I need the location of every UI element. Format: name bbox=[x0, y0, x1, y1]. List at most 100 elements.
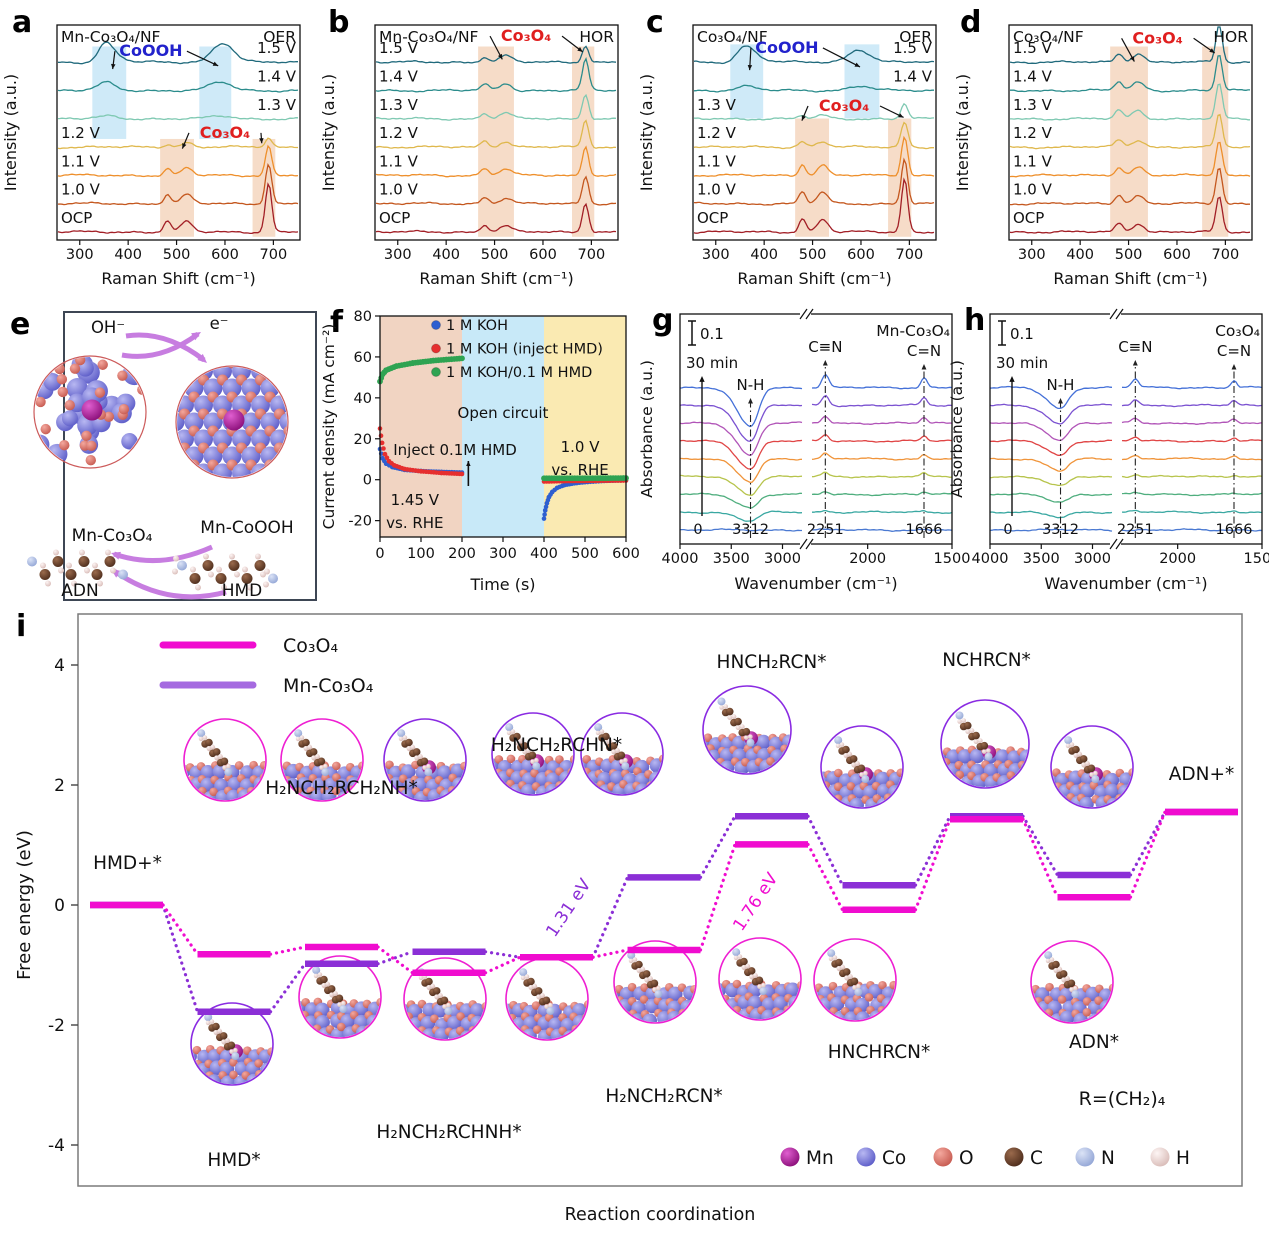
atom-H bbox=[233, 1048, 238, 1053]
atom-Co bbox=[756, 734, 771, 750]
atom-H bbox=[442, 1004, 447, 1009]
atom-Co bbox=[213, 367, 232, 381]
arrow-head bbox=[748, 398, 753, 404]
atom-O bbox=[583, 780, 592, 790]
atom-O bbox=[1128, 793, 1132, 803]
atom-Co bbox=[785, 982, 800, 998]
region-label: vs. RHE bbox=[551, 461, 608, 479]
atom-O bbox=[209, 787, 218, 797]
atom-N bbox=[505, 723, 514, 732]
annotation-arrow bbox=[822, 47, 861, 68]
atom-O bbox=[1094, 996, 1103, 1005]
x-tick-label: 2000 bbox=[849, 551, 886, 567]
panel-title: Co₃O₄/NF bbox=[697, 28, 768, 46]
atom-H bbox=[973, 739, 979, 744]
atom-O bbox=[507, 1025, 516, 1035]
plot-border bbox=[692, 24, 937, 241]
raman-curve-1.3 V bbox=[1010, 83, 1250, 121]
atom-O bbox=[581, 1026, 587, 1035]
atom-H bbox=[418, 975, 424, 981]
y-axis-label: Intensity (a.u.) bbox=[319, 74, 338, 191]
energy-connector bbox=[376, 950, 415, 966]
schematic-panel-e: OH⁻ e⁻ Mn-Co₃O₄ Mn-CoOOH ADN HMD bbox=[27, 311, 317, 601]
atom-O bbox=[582, 754, 592, 764]
atom-C bbox=[215, 573, 227, 584]
y-tick-label: 4 bbox=[54, 656, 65, 676]
condition-label: OER bbox=[899, 28, 932, 46]
molecule-inset bbox=[613, 940, 697, 1024]
atom-O bbox=[658, 769, 662, 779]
time-start-label: 0 bbox=[693, 522, 702, 538]
atom-O bbox=[283, 459, 287, 471]
atom-H bbox=[969, 728, 975, 733]
species-annotation: CoOOH bbox=[119, 41, 182, 60]
atom-C bbox=[963, 721, 972, 730]
atom-O bbox=[1052, 794, 1061, 803]
atom-H bbox=[311, 755, 316, 760]
atom-H bbox=[398, 736, 404, 742]
atom-H bbox=[226, 764, 231, 769]
ftir-curve-3 bbox=[989, 474, 1263, 487]
atom-C bbox=[849, 755, 858, 763]
x-axis-label: Wavenumber (cm⁻¹) bbox=[1044, 574, 1207, 593]
atom-C bbox=[440, 996, 449, 1005]
legend-label: 1 M KOH/0.1 M HMD bbox=[446, 365, 592, 381]
atom-H bbox=[748, 734, 753, 739]
arrow-head bbox=[801, 115, 806, 121]
atom-O bbox=[1033, 1008, 1042, 1018]
curve-label-1.4 V: 1.4 V bbox=[257, 68, 297, 86]
atom-N bbox=[827, 949, 836, 958]
atom-O bbox=[793, 732, 802, 741]
y-tick-label: 0 bbox=[363, 473, 372, 489]
atom-N bbox=[268, 573, 278, 584]
plot-border bbox=[679, 313, 953, 545]
atom-H bbox=[1065, 976, 1070, 981]
atom-H bbox=[978, 738, 983, 743]
raman-curve-1.2 V bbox=[693, 121, 934, 150]
atom-Mn bbox=[780, 1147, 800, 1167]
raman-curve-1.5 V bbox=[693, 45, 935, 65]
atom-Co bbox=[289, 362, 308, 381]
phase-region-1 bbox=[462, 316, 544, 537]
curve-label-1.5 V: 1.5 V bbox=[379, 39, 419, 57]
curve-label-1.0 V: 1.0 V bbox=[1013, 181, 1053, 199]
state-label-3: H₂NCH₂RCHNH* bbox=[376, 1122, 521, 1143]
curve-label-1.3 V: 1.3 V bbox=[697, 96, 737, 114]
arrow-head bbox=[577, 47, 583, 52]
atom-Co bbox=[1020, 761, 1028, 777]
raman-curve-1.4 V bbox=[57, 80, 299, 93]
atom-Co bbox=[289, 464, 308, 483]
atom-O bbox=[179, 374, 190, 386]
atom-H bbox=[299, 735, 305, 740]
x-axis-label: Time (s) bbox=[469, 575, 535, 594]
atom-H bbox=[615, 748, 620, 753]
x-tick-label: 300 bbox=[489, 546, 517, 562]
atom-O bbox=[264, 367, 276, 369]
atom-N bbox=[532, 762, 541, 771]
atom-O bbox=[531, 1001, 541, 1010]
peak-wavenumber: 1666 bbox=[1216, 522, 1253, 538]
atom-H bbox=[628, 958, 634, 964]
barrier-label: 1.76 eV bbox=[729, 869, 782, 935]
atom-O bbox=[846, 781, 856, 791]
panel-letter-i: i bbox=[16, 609, 27, 644]
peak-marker-label: C=N bbox=[1217, 342, 1251, 360]
plot-border bbox=[989, 313, 1263, 545]
atom-H bbox=[208, 571, 214, 578]
atom-legend-label-Mn: Mn bbox=[806, 1148, 834, 1169]
atom-H bbox=[79, 549, 85, 556]
atom-H bbox=[1093, 771, 1098, 776]
atom-H bbox=[856, 984, 861, 989]
atom-O bbox=[567, 782, 573, 791]
curve-label-1.5 V: 1.5 V bbox=[257, 39, 297, 57]
atom-O bbox=[283, 425, 287, 437]
x-tick-label: 1500 bbox=[1244, 551, 1269, 567]
atom-O bbox=[933, 1147, 953, 1167]
atom-O bbox=[69, 363, 81, 374]
y-tick-label: 40 bbox=[354, 391, 372, 407]
atom-H bbox=[53, 549, 59, 556]
atom-Co bbox=[270, 367, 287, 381]
raman-curve-1.3 V bbox=[693, 102, 935, 121]
molecule-inset bbox=[505, 957, 589, 1041]
energy-connector bbox=[591, 948, 630, 959]
